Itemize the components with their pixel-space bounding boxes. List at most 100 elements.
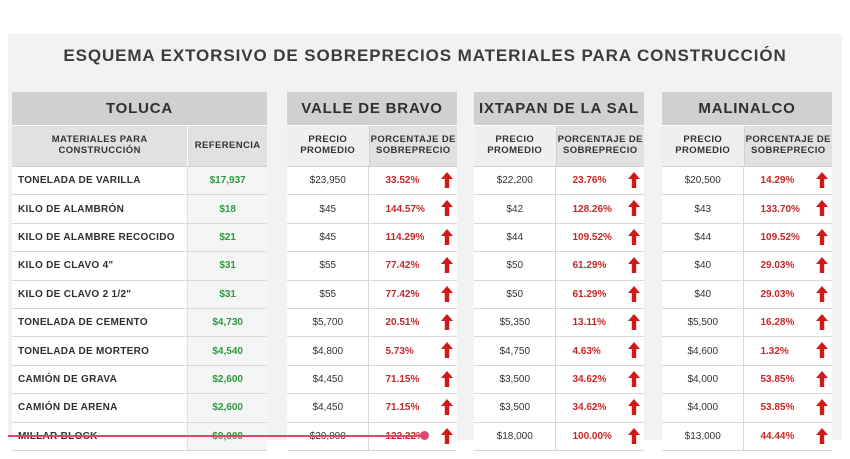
col-header-reference: REFERENCIA [194, 139, 261, 151]
overprice-cell: 29.03% [744, 281, 832, 308]
table-row: $5,700 20.51% [287, 308, 457, 338]
avg-price: $4,600 [662, 337, 745, 365]
overprice-cell: 20.51% [369, 309, 457, 336]
ixtapan-de-la-sal-block: IXTAPAN DE LA SAL PRECIO PROMEDIO PORCENTA… [474, 92, 644, 451]
overprice-pct: 20.51% [385, 317, 420, 329]
table-row: $44 109.52% [474, 223, 644, 253]
material-name: KILO DE ALAMBRÓN [12, 195, 189, 223]
overprice-pct: 71.15% [385, 373, 420, 385]
material-name: TONELADA DE MORTERO [12, 337, 189, 365]
avg-price: $45 [287, 223, 370, 252]
avg-price: $4,800 [287, 337, 370, 365]
table-row: $4,450 71.15% [287, 394, 457, 423]
table-row: TONELADA DE VARILLA $17,937 [12, 167, 267, 196]
up-arrow-icon [816, 228, 828, 245]
overprice-pct: 29.03% [760, 260, 795, 272]
table-row: TONELADA DE CEMENTO $4,730 [12, 308, 267, 338]
overprice-pct: 77.42% [385, 288, 420, 300]
table-row: $43 133.70% [662, 195, 832, 224]
material-name: CAMIÓN DE GRAVA [12, 365, 189, 394]
col-header-avg-price: PRECIO PROMEDIO [287, 126, 370, 166]
table-row: $18,000 100.00% [474, 422, 644, 451]
table-row: $4,600 1.32% [662, 337, 832, 366]
col-header-avg-price: PRECIO PROMEDIO [662, 126, 745, 166]
table-row: $4,450 71.15% [287, 365, 457, 395]
overprice-cell: 34.62% [556, 394, 644, 421]
overprice-pct: 133.70% [760, 203, 800, 215]
avg-price: $44 [474, 223, 557, 252]
video-progress-handle[interactable] [420, 431, 429, 440]
table-row: KILO DE CLAVO 2 1/2" $31 [12, 280, 267, 309]
overprice-pct: 100.00% [572, 430, 612, 442]
avg-price: $5,500 [662, 308, 745, 337]
city-subheader: PRECIO PROMEDIO PORCENTAJE DE SOBREPRECIO [474, 126, 644, 167]
table-row: $45 144.57% [287, 195, 457, 224]
video-progress-bar[interactable] [8, 435, 427, 437]
up-arrow-icon [816, 313, 828, 330]
avg-price: $50 [474, 252, 557, 280]
overprice-cell: 4.63% [556, 337, 644, 364]
overprice-cell: 29.03% [744, 252, 832, 279]
avg-price: $3,500 [474, 365, 557, 394]
overprice-pct: 5.73% [385, 345, 414, 357]
table-row: $4,000 53.85% [662, 365, 832, 395]
up-arrow-icon [628, 200, 640, 217]
overprice-pct: 1.32% [760, 345, 789, 357]
overprice-pct: 16.28% [760, 317, 795, 329]
overprice-pct: 29.03% [760, 288, 795, 300]
material-name: KILO DE CLAVO 2 1/2" [12, 280, 189, 308]
table-row: CAMIÓN DE GRAVA $2,600 [12, 365, 267, 395]
up-arrow-icon [628, 370, 640, 387]
up-arrow-icon [628, 285, 640, 302]
table-row: $4,750 4.63% [474, 337, 644, 366]
up-arrow-icon [441, 427, 453, 444]
table-row: $45 114.29% [287, 223, 457, 253]
overprice-pct: 109.52% [572, 231, 612, 243]
overprice-cell: 23.76% [556, 167, 644, 194]
table-row: $4,000 53.85% [662, 394, 832, 423]
city-subheader: PRECIO PROMEDIO PORCENTAJE DE SOBREPRECIO [662, 126, 832, 167]
reference-price: $31 [188, 252, 267, 280]
table-row: $13,000 44.44% [662, 422, 832, 451]
overprice-pct: 44.44% [760, 430, 795, 442]
table-row: $55 77.42% [287, 252, 457, 281]
table-row: KILO DE ALAMBRÓN $18 [12, 195, 267, 224]
overprice-cell: 61.29% [556, 281, 644, 308]
avg-price: $42 [474, 195, 557, 223]
overprice-pct: 109.52% [760, 231, 800, 243]
up-arrow-icon [816, 427, 828, 444]
toluca-block: TOLUCA MATERIALES PARA CONSTRUCCIÓN REFE… [12, 92, 267, 451]
avg-price: $55 [287, 252, 370, 280]
table-row: $4,800 5.73% [287, 337, 457, 366]
reference-price: $4,540 [188, 337, 267, 365]
avg-price: $18,000 [474, 422, 557, 450]
overprice-cell: 133.70% [744, 195, 832, 222]
table-row: $55 77.42% [287, 280, 457, 309]
valle-de-bravo-block: VALLE DE BRAVO PRECIO PROMEDIO PORCENTAJE … [287, 92, 457, 451]
toluca-header: TOLUCA [12, 92, 267, 126]
up-arrow-icon [816, 370, 828, 387]
up-arrow-icon [628, 399, 640, 416]
up-arrow-icon [441, 228, 453, 245]
overprice-cell: 109.52% [744, 224, 832, 251]
table-row: $23,950 33.52% [287, 167, 457, 196]
overprice-cell: 77.42% [369, 281, 457, 308]
overprice-pct: 34.62% [572, 402, 607, 414]
avg-price: $4,450 [287, 365, 370, 394]
up-arrow-icon [628, 257, 640, 274]
table-row: $50 61.29% [474, 280, 644, 309]
avg-price: $44 [662, 223, 745, 252]
up-arrow-icon [816, 257, 828, 274]
overprice-pct: 14.29% [760, 175, 795, 187]
avg-price: $40 [662, 280, 745, 308]
col-header-materials: MATERIALES PARA CONSTRUCCIÓN [12, 126, 189, 166]
up-arrow-icon [816, 172, 828, 188]
overprice-pct: 71.15% [385, 402, 420, 414]
up-arrow-icon [816, 285, 828, 302]
table-row: $42 128.26% [474, 195, 644, 224]
reference-price: $21 [188, 223, 267, 252]
overprice-pct: 53.85% [760, 402, 795, 414]
material-name: KILO DE CLAVO 4" [12, 252, 189, 280]
up-arrow-icon [628, 228, 640, 245]
